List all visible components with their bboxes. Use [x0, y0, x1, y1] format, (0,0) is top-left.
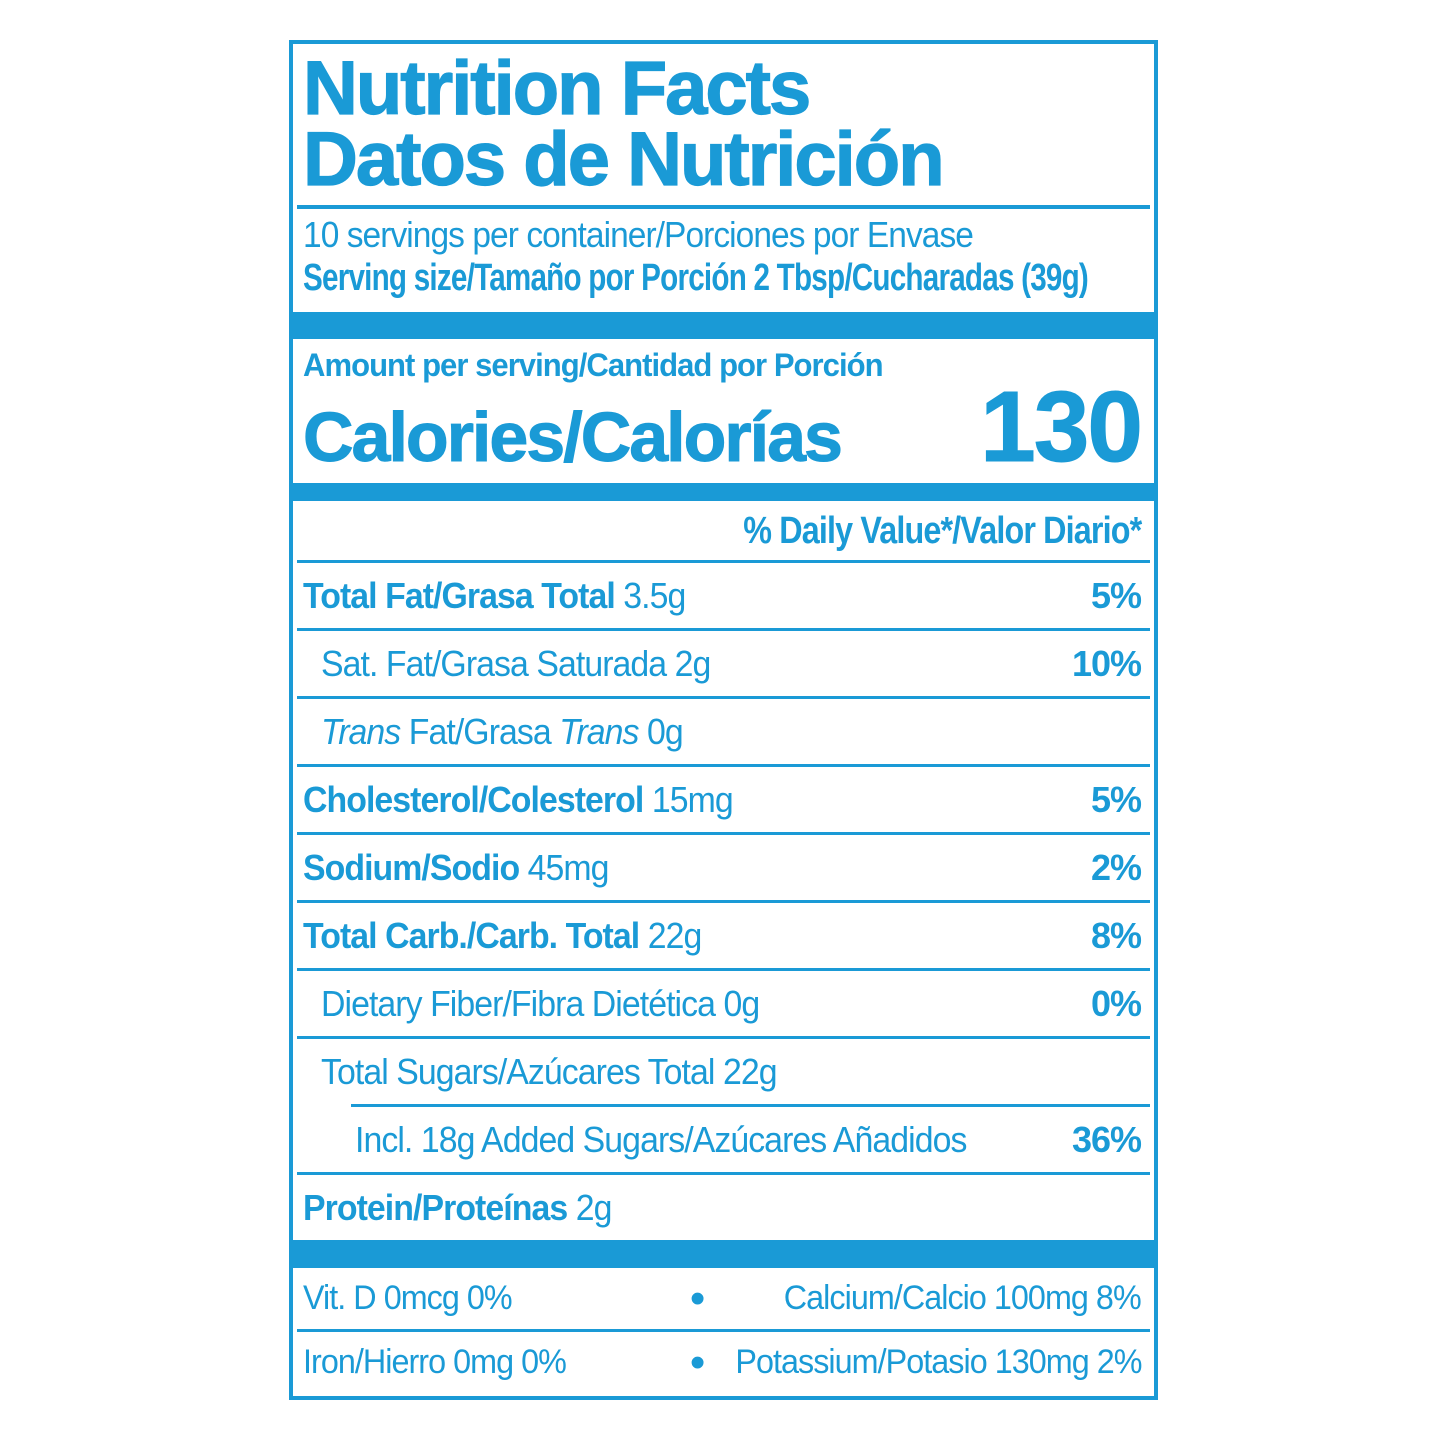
nutrient-amount: 3.5g	[623, 574, 686, 616]
nutrient-dv: 5%	[1090, 778, 1142, 820]
row-divider	[297, 832, 1150, 836]
row-divider	[297, 900, 1150, 904]
serving-size: Serving size/Tamaño por Porción 2 Tbsp/C…	[293, 257, 1154, 300]
row-divider-indented	[351, 1104, 1150, 1108]
nutrient-name-italic: Trans	[559, 710, 639, 752]
nutrient-row-trans-fat: Trans Fat/Grasa Trans 0g	[293, 699, 1154, 764]
vitamin-d-value: Vit. D 0mcg 0%	[303, 1279, 513, 1318]
nutrient-name-italic: Trans	[321, 710, 401, 752]
micro-row-iron-potassium: Iron/Hierro 0mg 0% • Potassium/Potasio 1…	[303, 1337, 1143, 1387]
label-header: Nutrition Facts Datos de Nutrición	[293, 44, 1154, 202]
nutrient-amount: 45mg	[527, 846, 610, 888]
nutrient-row-sat-fat: Sat. Fat/Grasa Saturada 2g 10%	[293, 631, 1154, 696]
nutrient-name: Total Carb./Carb. Total	[303, 914, 640, 956]
row-divider	[297, 968, 1150, 972]
nutrient-amount: 22g	[647, 914, 703, 956]
nutrient-dv: 10%	[1071, 642, 1142, 684]
nutrient-amount: 0g	[723, 982, 760, 1024]
calcium-value: Calcium/Calcio 100mg 8%	[784, 1279, 1142, 1318]
row-divider	[297, 628, 1150, 632]
amount-per-serving-text: Amount per serving/Cantidad por Porción	[303, 347, 884, 384]
nutrient-name: Fat/Grasa	[408, 710, 552, 752]
nutrient-name: Total Sugars/Azúcares Total	[321, 1050, 715, 1092]
nutrient-amount: 2g	[674, 642, 712, 684]
nutrient-name: Cholesterol/Colesterol	[303, 778, 644, 820]
nutrient-row-cholesterol: Cholesterol/Colesterol 15mg 5%	[293, 767, 1154, 832]
row-divider	[297, 1036, 1150, 1040]
calories-row: Calories/Calorías 130	[293, 371, 1154, 484]
servings-per-container: 10 servings per container/Porciones por …	[293, 216, 1154, 254]
micro-divider	[297, 1329, 1150, 1333]
nutrition-facts-label: Nutrition Facts Datos de Nutrición 10 se…	[289, 40, 1158, 1400]
nutrient-dv: 2%	[1090, 846, 1142, 888]
thick-bar-bottom	[293, 1240, 1154, 1269]
micronutrients: Vit. D 0mcg 0% • Calcium/Calcio 100mg 8%…	[293, 1268, 1154, 1393]
calories-value: 130	[980, 371, 1144, 484]
serving-size-text: Serving size/Tamaño por Porción 2 Tbsp/C…	[303, 257, 1089, 300]
nutrient-name: Dietary Fiber/Fibra Dietética	[321, 982, 716, 1024]
nutrient-name: Sat. Fat/Grasa Saturada	[321, 642, 667, 684]
row-divider	[297, 560, 1150, 564]
nutrient-name: Incl. 18g Added Sugars/Azúcares Añadidos	[355, 1118, 967, 1160]
daily-value-header: % Daily Value*/Valor Diario*	[293, 501, 1154, 560]
nutrient-row-total-carb: Total Carb./Carb. Total 22g 8%	[293, 903, 1154, 968]
row-divider	[297, 696, 1150, 700]
calories-label: Calories/Calorías	[303, 398, 844, 477]
nutrient-row-added-sugars: Incl. 18g Added Sugars/Azúcares Añadidos…	[293, 1107, 1154, 1172]
potassium-value: Potassium/Potasio 130mg 2%	[735, 1343, 1142, 1382]
nutrient-row-sodium: Sodium/Sodio 45mg 2%	[293, 835, 1154, 900]
thick-bar-calories	[293, 483, 1154, 502]
nutrient-name: Sodium/Sodio	[303, 846, 520, 888]
row-divider	[297, 764, 1150, 768]
nutrient-amount: 15mg	[651, 778, 734, 820]
nutrient-row-protein: Protein/Proteínas 2g	[293, 1175, 1154, 1240]
nutrient-name: Protein/Proteínas	[303, 1186, 568, 1228]
daily-value-header-text: % Daily Value*/Valor Diario*	[742, 510, 1142, 553]
nutrient-dv: 5%	[1090, 574, 1142, 616]
nutrient-amount: 0g	[647, 710, 684, 752]
nutrient-dv: 8%	[1090, 914, 1142, 956]
nutrient-amount: 2g	[575, 1186, 613, 1228]
nutrient-dv: 36%	[1071, 1118, 1142, 1160]
nutrient-row-total-fat: Total Fat/Grasa Total 3.5g 5%	[293, 563, 1154, 628]
nutrient-rows: Total Fat/Grasa Total 3.5g 5% Sat. Fat/G…	[293, 560, 1154, 1240]
thick-bar-top	[293, 312, 1154, 340]
nutrient-row-total-sugars: Total Sugars/Azúcares Total 22g	[293, 1039, 1154, 1104]
nutrient-row-dietary-fiber: Dietary Fiber/Fibra Dietética 0g 0%	[293, 971, 1154, 1036]
servings-per-container-text: 10 servings per container/Porciones por …	[303, 214, 974, 256]
iron-value: Iron/Hierro 0mg 0%	[303, 1343, 567, 1382]
micro-row-vitd-calcium: Vit. D 0mcg 0% • Calcium/Calcio 100mg 8%	[303, 1273, 1142, 1323]
amount-per-serving: Amount per serving/Cantidad por Porción	[293, 348, 1154, 382]
row-divider	[297, 1172, 1150, 1176]
nutrient-dv: 0%	[1090, 982, 1142, 1024]
title-english: Nutrition Facts	[302, 46, 811, 131]
header-divider	[297, 205, 1150, 210]
title-spanish: Datos de Nutrición	[302, 116, 945, 202]
nutrient-name: Total Fat/Grasa Total	[303, 574, 616, 616]
nutrient-amount: 22g	[722, 1050, 778, 1092]
